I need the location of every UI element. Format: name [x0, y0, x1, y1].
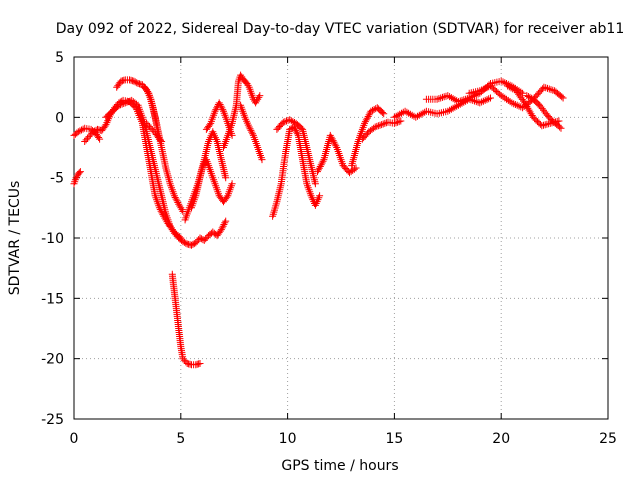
- series-arc-r: [358, 117, 405, 143]
- series-arc-p: [314, 131, 360, 177]
- y-tick-label: 5: [55, 50, 64, 66]
- chart-title: Day 092 of 2022, Sidereal Day-to-day VTE…: [56, 21, 625, 37]
- y-axis-label: SDTVAR / TECUs: [7, 181, 23, 296]
- plus-markers: [220, 71, 264, 151]
- series-arc-w: [523, 92, 565, 132]
- x-tick-label: 20: [492, 431, 510, 447]
- series-arc-i: [181, 156, 236, 224]
- plus-markers: [348, 104, 388, 170]
- y-tick-label: -10: [41, 231, 64, 247]
- plus-markers: [102, 96, 230, 249]
- x-tick-label: 0: [70, 431, 79, 447]
- plus-markers: [273, 116, 319, 188]
- plus-markers: [269, 123, 324, 220]
- x-tick-label: 5: [176, 431, 185, 447]
- plus-markers: [358, 117, 405, 143]
- y-tick-label: -5: [50, 171, 64, 187]
- x-axis-label: GPS time / hours: [281, 458, 398, 474]
- plus-markers: [188, 128, 230, 212]
- series-arc-o: [273, 116, 319, 188]
- y-tick-label: -20: [41, 352, 64, 368]
- plus-markers: [523, 92, 565, 132]
- series-arc-a: [70, 168, 84, 188]
- y-tick-label: -25: [41, 412, 64, 428]
- series-arc-q: [348, 104, 388, 170]
- y-tick-label: -15: [41, 291, 64, 307]
- series-arc-n: [269, 123, 324, 220]
- y-tick-label: 0: [55, 110, 64, 126]
- series-arc-j: [188, 128, 230, 212]
- y-tick-labels: 5 0 -5 -10 -15 -20 -25: [41, 50, 64, 428]
- series-arc-h: [168, 270, 204, 369]
- plus-markers: [143, 119, 166, 145]
- plus-markers: [168, 270, 204, 369]
- series-arc-e: [102, 96, 230, 249]
- data-points: [70, 71, 567, 369]
- plus-markers: [70, 168, 84, 188]
- series-arc-m: [237, 101, 266, 164]
- axis-ticks: [73, 56, 609, 420]
- plus-markers: [237, 101, 266, 164]
- x-tick-label: 25: [599, 431, 617, 447]
- plus-markers: [314, 131, 360, 177]
- x-tick-label: 10: [279, 431, 297, 447]
- x-tick-label: 15: [385, 431, 403, 447]
- series-arc-g: [143, 119, 166, 145]
- series-arc-l: [220, 71, 264, 151]
- x-tick-labels: 0 5 10 15 20 25: [70, 431, 617, 447]
- grid-lines: [74, 57, 608, 419]
- plus-markers: [181, 156, 236, 224]
